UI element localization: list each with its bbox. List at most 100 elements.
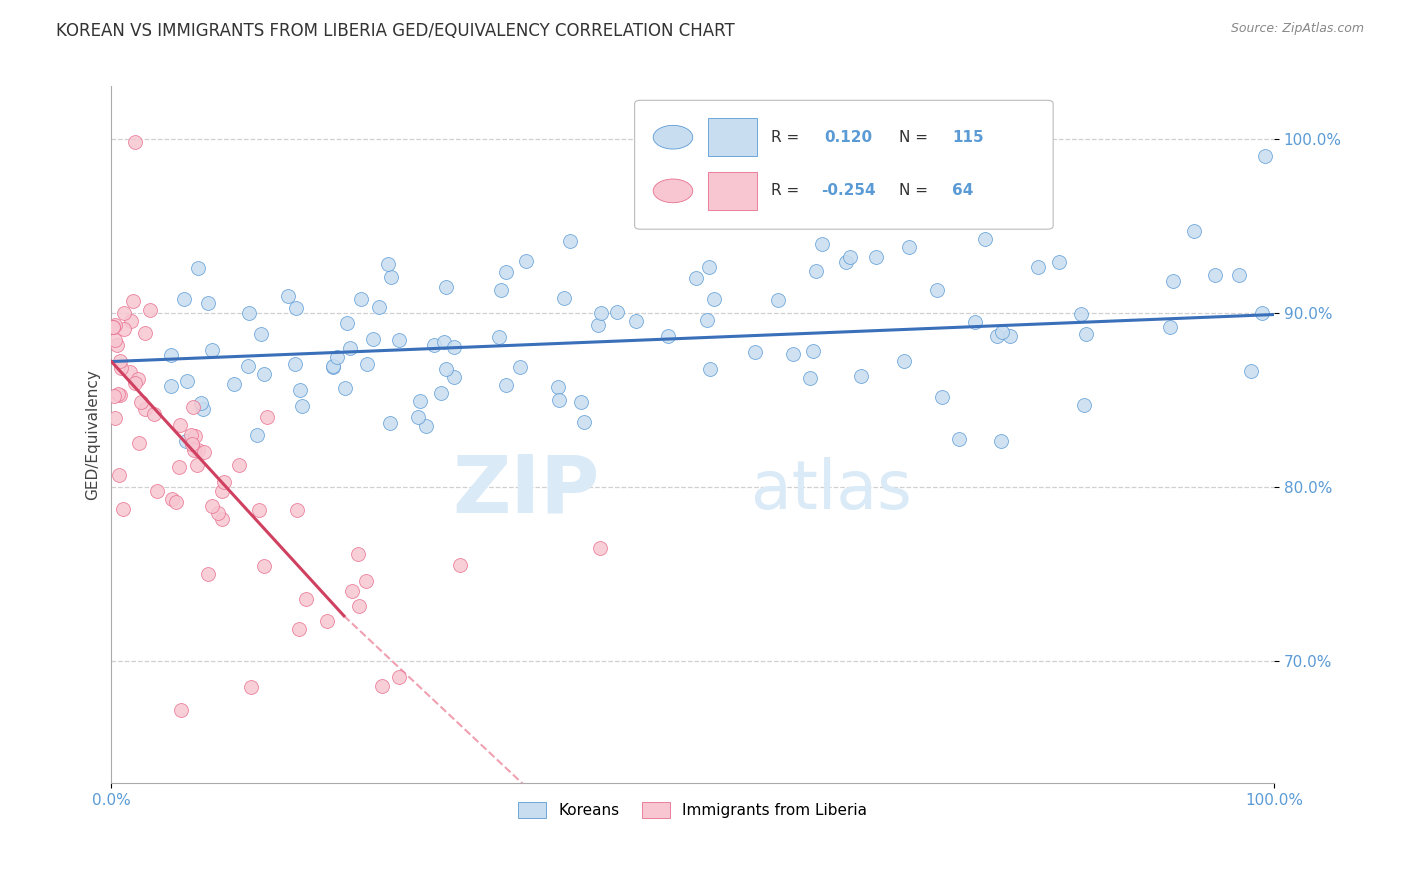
Point [183,442,205,457]
Point [986,328,1008,343]
Point [388,670,411,684]
Point [1047,254,1070,268]
Point [1073,398,1095,412]
Text: Source: ZipAtlas.com: Source: ZipAtlas.com [1230,22,1364,36]
Point [998,328,1021,343]
Point [105,338,128,352]
Point [1070,307,1092,321]
Point [491,283,513,297]
Point [339,341,361,355]
Point [361,332,384,346]
Point [101,320,124,334]
Legend: Koreans, Immigrants from Liberia: Koreans, Immigrants from Liberia [512,796,873,824]
Point [238,359,260,373]
Point [591,306,613,320]
Point [356,357,378,371]
Point [110,388,132,402]
Point [107,387,129,401]
Text: 64: 64 [952,184,973,198]
Point [160,491,183,506]
Point [354,574,377,588]
Point [589,541,612,555]
Point [811,237,834,252]
Point [676,212,699,227]
Point [211,511,233,525]
Point [509,360,531,375]
Point [120,314,142,328]
Y-axis label: GED/Equivalency: GED/Equivalency [86,369,100,500]
Point [256,410,278,425]
Point [212,475,235,489]
Point [238,306,260,320]
Point [197,567,219,582]
Point [315,614,337,628]
Point [176,374,198,388]
Point [685,271,707,285]
Point [336,317,359,331]
Circle shape [654,126,693,149]
Point [103,389,125,403]
Point [284,357,307,371]
Point [207,506,229,520]
Point [697,260,720,274]
Point [766,293,789,308]
Point [291,399,314,413]
Point [1254,149,1277,163]
Point [142,408,165,422]
Text: KOREAN VS IMMIGRANTS FROM LIBERIA GED/EQUIVALENCY CORRELATION CHART: KOREAN VS IMMIGRANTS FROM LIBERIA GED/EQ… [56,22,735,40]
Point [127,372,149,386]
Point [180,427,202,442]
Point [193,445,215,459]
Point [744,344,766,359]
Point [434,362,457,376]
Point [495,377,517,392]
Point [801,344,824,359]
Text: atlas: atlas [751,458,911,524]
Point [1240,364,1263,378]
Point [378,417,401,431]
Point [1076,326,1098,341]
Point [111,502,134,516]
Point [295,592,318,607]
Point [558,234,581,248]
Point [247,503,270,517]
Circle shape [654,179,693,202]
Text: R =: R = [770,129,804,145]
Point [1182,225,1205,239]
Point [239,680,262,694]
Text: N =: N = [898,129,932,145]
Point [201,343,224,357]
Point [124,135,146,149]
Point [449,558,471,573]
Point [190,396,212,410]
Point [173,292,195,306]
FancyBboxPatch shape [707,171,756,210]
Point [443,340,465,354]
Point [107,467,129,482]
Point [990,434,1012,448]
Point [169,417,191,432]
Point [250,326,273,341]
Point [569,394,592,409]
Point [181,400,204,414]
Point [406,410,429,425]
Point [170,703,193,717]
FancyBboxPatch shape [707,118,756,156]
Point [287,622,309,636]
Point [340,584,363,599]
FancyBboxPatch shape [634,100,1053,229]
Point [134,401,156,416]
Point [1159,320,1181,334]
Point [626,314,648,328]
Point [120,365,142,379]
Point [103,320,125,334]
Point [284,301,307,315]
Point [606,305,628,319]
Point [586,318,609,332]
Text: R =: R = [770,184,804,198]
Point [430,386,453,401]
Point [104,318,127,333]
Point [128,436,150,450]
Point [1026,260,1049,274]
Point [224,376,246,391]
